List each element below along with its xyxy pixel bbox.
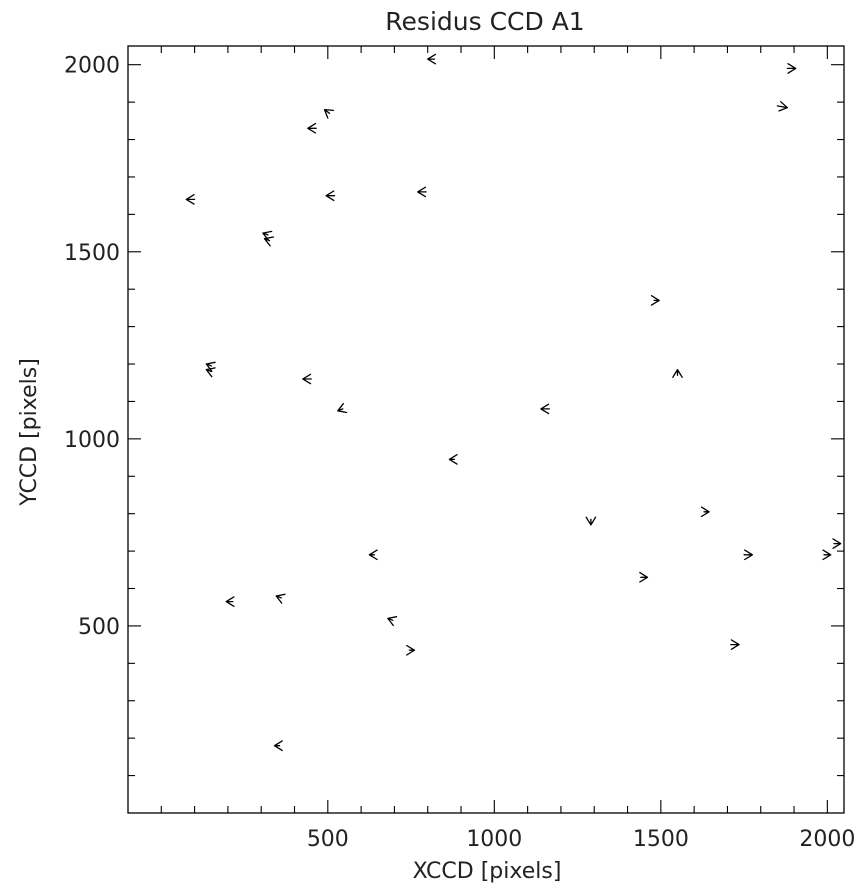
residual-arrow: [776, 101, 789, 112]
y-tick-label: 1500: [64, 241, 120, 266]
residual-arrow: [225, 596, 235, 607]
y-tick-label: 2000: [64, 54, 120, 79]
residual-vectors: [185, 53, 842, 752]
residual-arrow: [185, 194, 196, 205]
residual-arrow: [263, 236, 275, 247]
residual-arrow: [323, 108, 335, 119]
axis-ticks: [128, 46, 844, 813]
residual-arrow: [650, 295, 660, 306]
residual-arrow: [406, 644, 416, 656]
x-tick-label: 1000: [466, 827, 522, 852]
residual-arrow: [337, 403, 348, 414]
residual-arrow: [540, 403, 550, 415]
residual-arrow: [832, 538, 842, 549]
x-axis-title: XCCD [pixels]: [413, 859, 562, 884]
chart-title: Residus CCD A1: [385, 7, 584, 36]
residual-arrow: [205, 367, 216, 378]
y-tick-label: 1000: [64, 428, 120, 453]
residual-arrow: [822, 549, 832, 561]
residual-arrow: [325, 190, 336, 202]
residual-arrow: [427, 53, 437, 65]
plot-frame: [127, 45, 845, 814]
residual-arrow: [700, 506, 710, 518]
residual-arrow: [639, 571, 649, 583]
y-tick-label: 500: [78, 615, 120, 640]
x-tick-label: 1500: [633, 827, 689, 852]
residual-arrow: [417, 186, 427, 198]
residual-arrow: [302, 373, 312, 385]
residual-arrow: [275, 593, 286, 604]
residual-arrow: [743, 549, 754, 561]
residual-arrow: [387, 616, 398, 627]
residual-arrow: [368, 549, 378, 561]
residual-arrow: [448, 454, 458, 465]
residual-arrow: [786, 63, 797, 74]
residual-arrow: [585, 516, 597, 526]
residual-arrow: [273, 740, 283, 752]
x-tick-label: 2000: [799, 827, 855, 852]
residual-arrow: [672, 368, 683, 378]
residual-arrow: [730, 639, 740, 650]
y-axis-title: YCCD [pixels]: [17, 358, 42, 507]
x-tick-label: 500: [307, 827, 349, 852]
axis-tick-labels: 500 1000 1500 2000 500 1000 1500 2000: [64, 54, 855, 852]
residual-arrow: [307, 122, 317, 134]
